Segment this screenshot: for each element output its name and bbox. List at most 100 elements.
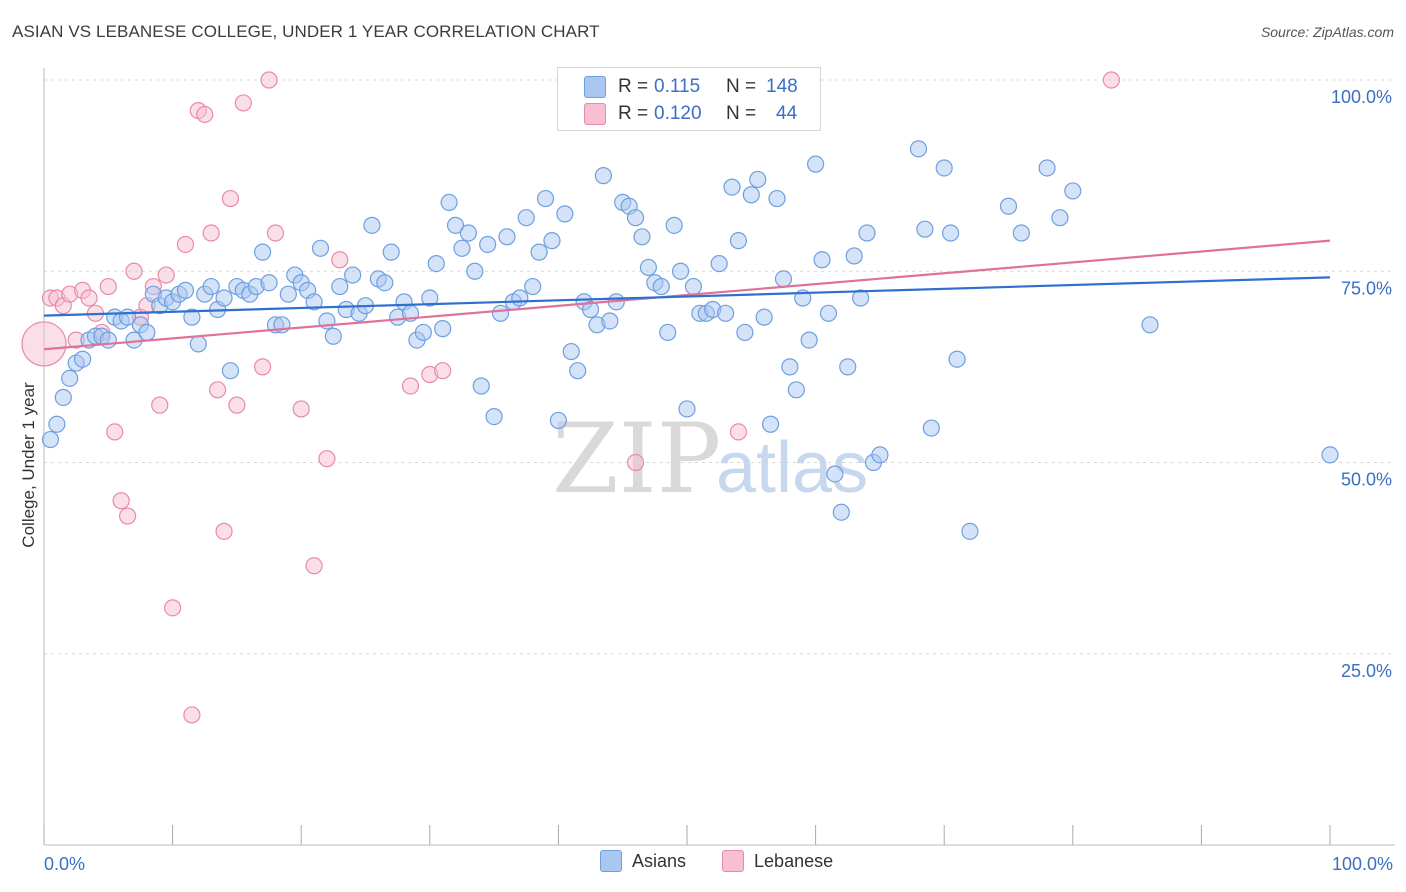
asian-point[interactable] (176, 281, 195, 299)
lebanese-point[interactable] (164, 599, 182, 617)
asian-point[interactable] (331, 277, 349, 296)
asian-point[interactable] (826, 465, 844, 483)
lebanese-point[interactable] (228, 396, 246, 414)
asian-point[interactable] (852, 289, 870, 307)
asian-point[interactable] (472, 377, 490, 395)
lebanese-point[interactable] (112, 492, 130, 510)
asian-point[interactable] (787, 381, 805, 399)
asian-point[interactable] (54, 388, 72, 407)
asian-point[interactable] (311, 239, 330, 257)
asian-point[interactable] (761, 415, 780, 433)
asian-point[interactable] (221, 362, 240, 380)
asian-point[interactable] (948, 350, 966, 368)
asian-point[interactable] (581, 300, 600, 319)
asian-point[interactable] (601, 312, 619, 330)
lebanese-point[interactable] (292, 400, 310, 418)
asian-point[interactable] (427, 255, 445, 273)
asian-point[interactable] (1012, 224, 1030, 242)
asian-point[interactable] (189, 335, 207, 353)
asian-point[interactable] (659, 323, 677, 342)
lebanese-point[interactable] (106, 423, 124, 441)
asian-point[interactable] (254, 243, 272, 261)
asian-point[interactable] (665, 216, 683, 234)
asian-point[interactable] (1038, 159, 1056, 177)
asian-point[interactable] (569, 362, 587, 380)
asian-point[interactable] (710, 255, 728, 273)
asian-point[interactable] (742, 186, 760, 204)
asian-point[interactable] (491, 304, 510, 322)
asian-point[interactable] (562, 342, 580, 361)
asian-point[interactable] (41, 430, 60, 449)
lebanese-point[interactable] (1102, 71, 1120, 89)
asian-point[interactable] (652, 277, 670, 296)
lebanese-point[interactable] (157, 266, 175, 284)
lebanese-point[interactable] (21, 321, 67, 367)
asian-point[interactable] (626, 209, 645, 227)
asian-point[interactable] (279, 285, 297, 303)
asian-point[interactable] (935, 159, 953, 177)
asian-point[interactable] (845, 247, 863, 265)
asian-point[interactable] (73, 350, 92, 368)
asian-point[interactable] (729, 232, 748, 250)
asian-point[interactable] (183, 308, 201, 326)
lebanese-point[interactable] (125, 262, 143, 280)
lebanese-point[interactable] (176, 235, 195, 254)
asian-point[interactable] (832, 503, 850, 521)
asian-point[interactable] (530, 243, 548, 261)
asian-point[interactable] (543, 232, 561, 250)
lebanese-point[interactable] (183, 706, 201, 724)
asian-point[interactable] (671, 262, 690, 280)
asian-point[interactable] (556, 205, 574, 223)
asian-point[interactable] (215, 289, 233, 307)
lebanese-point[interactable] (118, 507, 137, 525)
asian-point[interactable] (961, 522, 979, 540)
asian-point[interactable] (138, 323, 156, 342)
asian-point[interactable] (678, 400, 696, 418)
asian-point[interactable] (324, 327, 342, 345)
asian-point[interactable] (1064, 182, 1082, 200)
asian-point[interactable] (363, 216, 381, 234)
asian-point[interactable] (61, 369, 79, 387)
asian-point[interactable] (440, 193, 458, 211)
asian-point[interactable] (909, 140, 928, 158)
asian-point[interactable] (202, 277, 220, 296)
asian-point[interactable] (716, 304, 735, 322)
lebanese-point[interactable] (331, 251, 349, 269)
asian-point[interactable] (344, 266, 362, 284)
lebanese-point[interactable] (202, 224, 220, 242)
asian-point[interactable] (479, 235, 497, 254)
lebanese-point[interactable] (209, 381, 227, 399)
legend-item-asians[interactable]: Asians (600, 850, 686, 872)
asian-point[interactable] (421, 289, 439, 307)
asian-point[interactable] (524, 277, 542, 296)
asian-point[interactable] (594, 167, 613, 185)
lebanese-point[interactable] (234, 94, 252, 112)
legend-item-lebanese[interactable]: Lebanese (722, 850, 833, 872)
asian-point[interactable] (922, 419, 940, 437)
lebanese-point[interactable] (305, 557, 323, 575)
asian-point[interactable] (839, 358, 857, 376)
asian-point[interactable] (942, 224, 960, 242)
asian-point[interactable] (633, 228, 651, 246)
asian-point[interactable] (858, 224, 876, 242)
asian-point[interactable] (723, 178, 741, 196)
asian-point[interactable] (749, 170, 767, 189)
asian-point[interactable] (305, 293, 323, 311)
asian-point[interactable] (434, 320, 452, 338)
lebanese-point[interactable] (729, 423, 748, 441)
asian-point[interactable] (781, 358, 799, 376)
asian-point[interactable] (376, 274, 394, 292)
asian-point[interactable] (684, 277, 703, 296)
asian-point[interactable] (871, 446, 889, 464)
lebanese-point[interactable] (80, 289, 98, 307)
asian-point[interactable] (800, 331, 818, 349)
asian-point[interactable] (768, 189, 786, 208)
asian-point[interactable] (48, 415, 66, 433)
asian-point[interactable] (819, 304, 838, 322)
lebanese-point[interactable] (151, 396, 169, 414)
asian-point[interactable] (1141, 316, 1159, 334)
asian-point[interactable] (1051, 209, 1069, 227)
asian-point[interactable] (498, 228, 516, 246)
asian-point[interactable] (99, 331, 117, 349)
asian-point[interactable] (1321, 446, 1339, 464)
